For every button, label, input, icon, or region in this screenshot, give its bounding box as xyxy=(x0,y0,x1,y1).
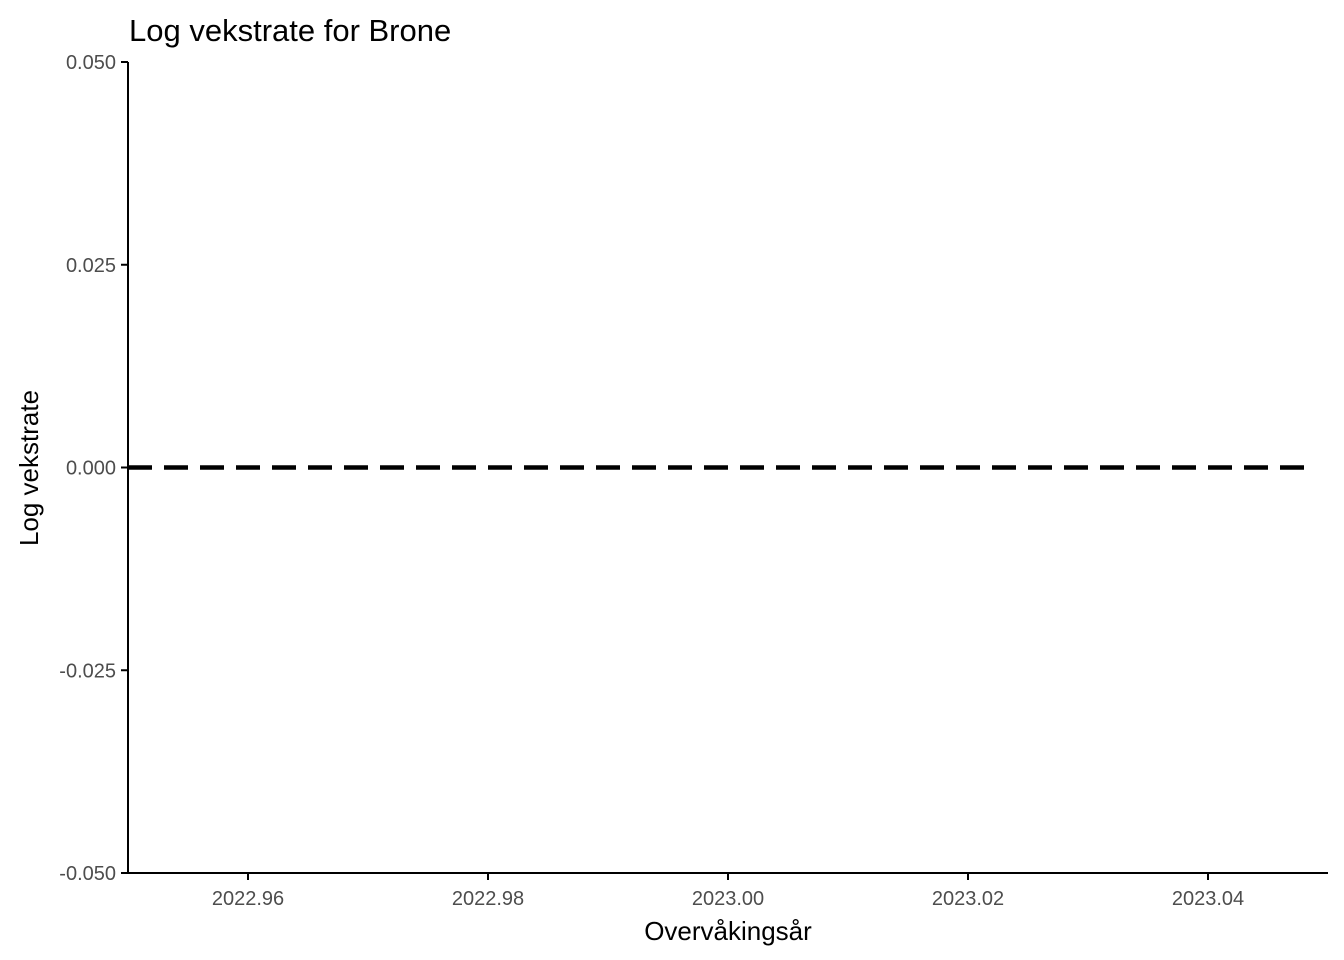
x-tick-label: 2022.98 xyxy=(452,888,524,910)
x-tick-label: 2023.04 xyxy=(1172,888,1244,910)
chart-title: Log vekstrate for Brone xyxy=(129,13,451,48)
y-tick-label: 0.025 xyxy=(66,255,116,277)
x-axis-title: Overvåkingsår xyxy=(644,916,812,946)
x-tick-label: 2023.00 xyxy=(692,888,764,910)
y-axis-title: Log vekstrate xyxy=(14,390,44,546)
y-tick-label: -0.025 xyxy=(59,660,116,682)
x-tick-label: 2023.02 xyxy=(932,888,1004,910)
x-tick-label: 2022.96 xyxy=(212,888,284,910)
y-tick-label: 0.000 xyxy=(66,458,116,480)
y-tick-label: -0.050 xyxy=(59,863,116,885)
y-axis-ticks: 0.050 0.025 0.000 -0.025 -0.050 xyxy=(59,52,128,885)
y-tick-label: 0.050 xyxy=(66,52,116,74)
x-axis-ticks: 2022.96 2022.98 2023.00 2023.02 2023.04 xyxy=(212,873,1244,910)
